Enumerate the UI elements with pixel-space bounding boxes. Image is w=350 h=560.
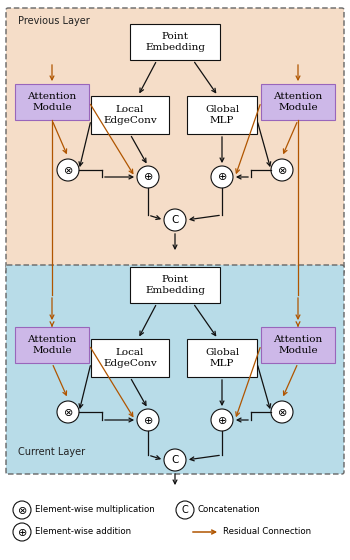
Text: Element-wise multiplication: Element-wise multiplication [35, 506, 155, 515]
Text: Point
Embedding: Point Embedding [145, 32, 205, 52]
Text: C: C [171, 215, 179, 225]
Circle shape [211, 166, 233, 188]
Text: $\otimes$: $\otimes$ [277, 165, 287, 175]
Text: Concatenation: Concatenation [198, 506, 261, 515]
Text: Global
MLP: Global MLP [205, 105, 239, 125]
FancyBboxPatch shape [15, 327, 89, 363]
Text: Residual Connection: Residual Connection [223, 528, 311, 536]
Text: Point
Embedding: Point Embedding [145, 276, 205, 295]
Text: $\otimes$: $\otimes$ [277, 407, 287, 418]
Circle shape [271, 401, 293, 423]
Text: $\oplus$: $\oplus$ [217, 171, 227, 183]
Text: $\oplus$: $\oplus$ [217, 414, 227, 426]
Circle shape [13, 523, 31, 541]
FancyBboxPatch shape [6, 8, 344, 274]
Circle shape [137, 409, 159, 431]
FancyBboxPatch shape [187, 339, 257, 377]
Text: $\oplus$: $\oplus$ [17, 526, 27, 538]
Text: Local
EdgeConv: Local EdgeConv [103, 348, 157, 368]
Circle shape [13, 501, 31, 519]
Text: Local
EdgeConv: Local EdgeConv [103, 105, 157, 125]
Text: Attention
Module: Attention Module [27, 335, 77, 354]
Circle shape [211, 409, 233, 431]
Text: Current Layer: Current Layer [18, 447, 85, 457]
Circle shape [164, 449, 186, 471]
FancyBboxPatch shape [91, 96, 169, 134]
Text: Attention
Module: Attention Module [273, 335, 323, 354]
FancyBboxPatch shape [6, 265, 344, 474]
Circle shape [57, 401, 79, 423]
Text: $\oplus$: $\oplus$ [143, 171, 153, 183]
Circle shape [271, 159, 293, 181]
Circle shape [176, 501, 194, 519]
FancyBboxPatch shape [130, 267, 220, 303]
FancyBboxPatch shape [187, 96, 257, 134]
FancyBboxPatch shape [91, 339, 169, 377]
FancyBboxPatch shape [15, 84, 89, 120]
Text: $\otimes$: $\otimes$ [63, 165, 73, 175]
Text: Element-wise addition: Element-wise addition [35, 528, 131, 536]
Text: Previous Layer: Previous Layer [18, 16, 90, 26]
Text: C: C [171, 455, 179, 465]
Circle shape [137, 166, 159, 188]
Text: Global
MLP: Global MLP [205, 348, 239, 368]
Circle shape [164, 209, 186, 231]
Text: $\oplus$: $\oplus$ [143, 414, 153, 426]
FancyBboxPatch shape [261, 327, 335, 363]
Text: $\otimes$: $\otimes$ [17, 505, 27, 516]
Text: Attention
Module: Attention Module [27, 92, 77, 111]
Text: $\otimes$: $\otimes$ [63, 407, 73, 418]
Text: C: C [182, 505, 188, 515]
Circle shape [57, 159, 79, 181]
FancyBboxPatch shape [261, 84, 335, 120]
FancyBboxPatch shape [130, 24, 220, 60]
Text: Attention
Module: Attention Module [273, 92, 323, 111]
